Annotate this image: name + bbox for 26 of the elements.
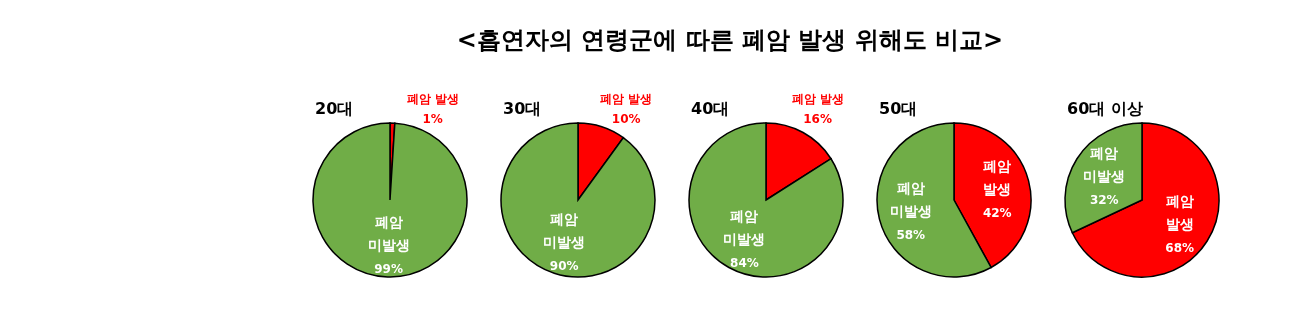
chart-title: 60대 이상: [1067, 99, 1143, 118]
slice-label: 폐암 미발생: [1083, 145, 1126, 185]
slice-label: 폐암 발생: [983, 157, 1012, 197]
data-label: 42%: [982, 205, 1012, 220]
data-label: 10%: [611, 112, 641, 126]
chart-title: 50대: [879, 99, 918, 118]
slice-label: 폐암 발생: [406, 92, 459, 106]
slice-label: 폐암 미발생: [889, 180, 932, 220]
chart-title: 40대: [691, 99, 730, 118]
slice-label: 폐암 미발생: [367, 213, 410, 253]
slice-label: 폐암 발생: [791, 92, 844, 106]
slice-label: 폐암 발생: [1165, 192, 1194, 232]
slice-label: 폐암 미발생: [723, 208, 766, 248]
text: <흡연자의 연령군에 따른 폐암 발생 위해도 비교>: [456, 26, 1004, 54]
slice-label: 폐암 발생: [600, 92, 653, 106]
data-label: 68%: [1165, 240, 1195, 255]
data-label: 16%: [803, 112, 832, 126]
chart-title: 30대: [503, 99, 542, 118]
data-label: 99%: [374, 261, 403, 276]
data-label: 84%: [730, 256, 759, 271]
data-label: 1%: [422, 112, 443, 126]
slice-label: 폐암 미발생: [543, 211, 586, 251]
data-label: 32%: [1089, 193, 1119, 208]
chart-title: 20대: [315, 99, 354, 118]
data-label: 90%: [549, 259, 579, 274]
data-label: 58%: [896, 228, 926, 243]
